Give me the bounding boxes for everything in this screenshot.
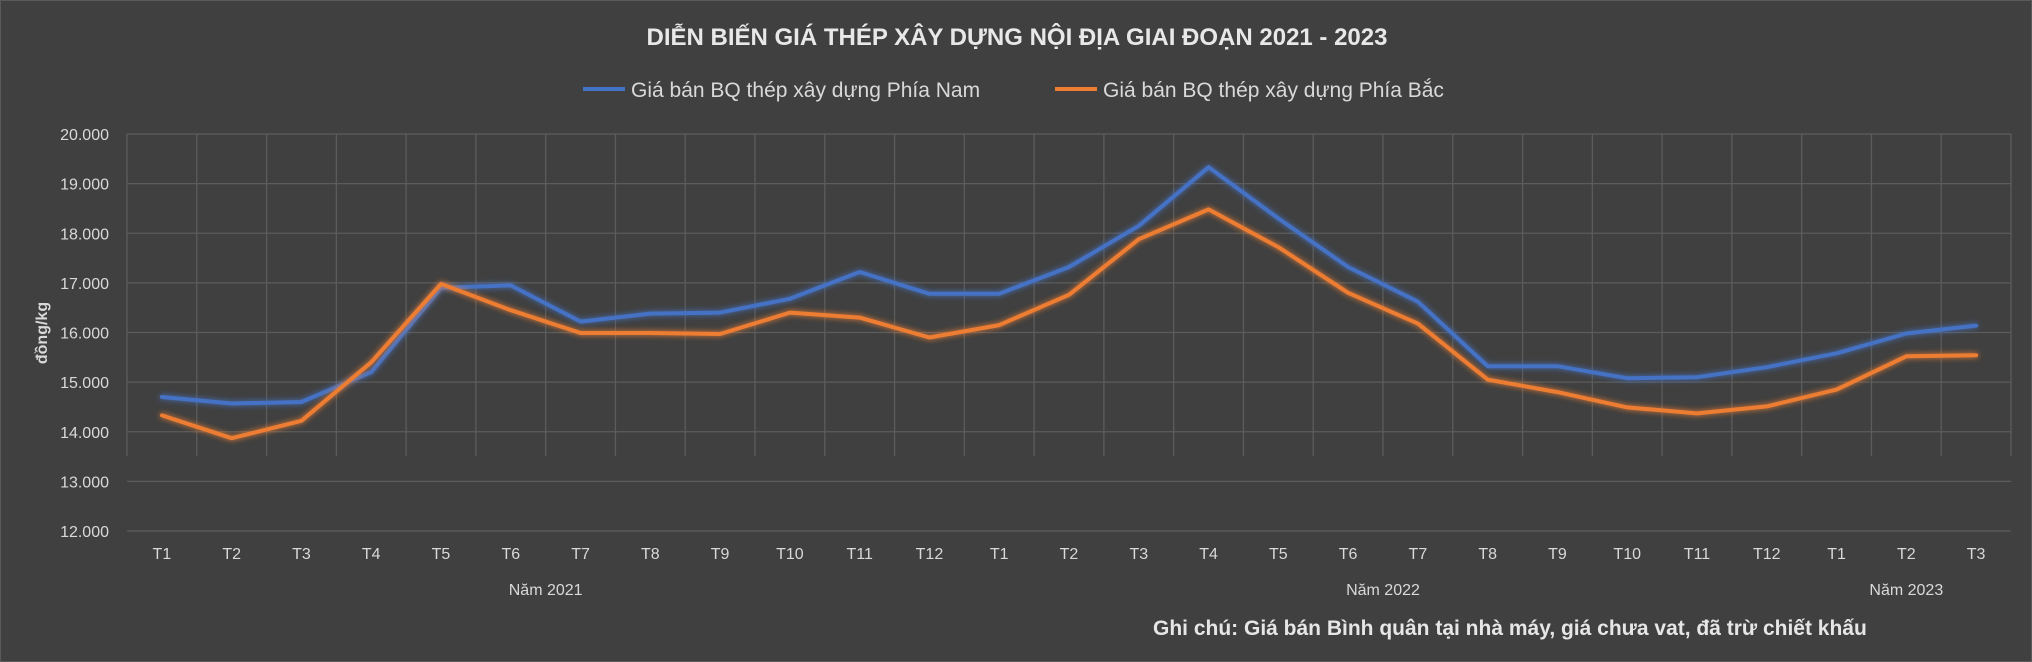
x-tick-label: T10 bbox=[1613, 546, 1641, 563]
y-tick-label: 14.000 bbox=[60, 425, 109, 442]
gridlines bbox=[126, 133, 2012, 532]
y-axis-label: đồng/kg bbox=[34, 302, 51, 364]
y-tick-label: 19.000 bbox=[60, 177, 109, 194]
x-tick-label: T2 bbox=[1060, 546, 1079, 563]
y-tick-label: 18.000 bbox=[60, 226, 109, 243]
x-tick-label: T4 bbox=[1199, 546, 1218, 563]
x-tick-label: T1 bbox=[990, 546, 1009, 563]
x-tick-label: T7 bbox=[571, 546, 590, 563]
x-tick-label: T2 bbox=[1897, 546, 1916, 563]
x-tick-label: T11 bbox=[1684, 546, 1710, 563]
x-tick-label: T6 bbox=[501, 546, 520, 563]
y-axis-ticks: 20.000 19.000 18.000 17.000 16.000 15.000 14.0… bbox=[60, 127, 109, 541]
legend: Giá bán BQ thép xây dựng Phía Nam Giá bá… bbox=[583, 79, 1444, 102]
x-tick-label: T9 bbox=[1548, 546, 1567, 563]
y-tick-label: 16.000 bbox=[60, 326, 109, 343]
year-group-label: Năm 2023 bbox=[1869, 582, 1943, 599]
x-tick-label: T1 bbox=[153, 546, 172, 563]
year-group-label: Năm 2022 bbox=[1346, 582, 1420, 599]
legend-label-north: Giá bán BQ thép xây dựng Phía Bắc bbox=[1103, 79, 1444, 102]
y-tick-label: 17.000 bbox=[60, 276, 109, 293]
chart-title: DIỄN BIẾN GIÁ THÉP XÂY DỰNG NỘI ĐỊA GIAI… bbox=[647, 22, 1388, 51]
legend-label-south: Giá bán BQ thép xây dựng Phía Nam bbox=[631, 79, 980, 102]
x-axis-year-groups: Năm 2021 Năm 2022 Năm 2023 bbox=[509, 582, 1944, 599]
x-tick-label: T2 bbox=[222, 546, 241, 563]
x-tick-label: T12 bbox=[1753, 546, 1781, 563]
y-tick-label: 12.000 bbox=[60, 524, 109, 541]
year-group-label: Năm 2021 bbox=[509, 582, 583, 599]
x-tick-label: T5 bbox=[1269, 546, 1288, 563]
x-tick-label: T3 bbox=[1967, 546, 1986, 563]
series-line-north bbox=[159, 207, 1979, 441]
x-tick-label: T3 bbox=[1129, 546, 1148, 563]
x-tick-label: T5 bbox=[432, 546, 451, 563]
x-tick-label: T3 bbox=[292, 546, 311, 563]
x-axis-ticks: T1 T2 T3 T4 T5 T6 T7 T8 T9 T10 T11 T12 T1 T2 T3 T4 T5 T6 T… bbox=[153, 546, 1986, 563]
x-tick-label: T4 bbox=[362, 546, 381, 563]
chart-note: Ghi chú: Giá bán Bình quân tại nhà máy, … bbox=[1153, 617, 1867, 640]
y-tick-label: 13.000 bbox=[60, 474, 109, 491]
series-line-south bbox=[159, 165, 1979, 406]
x-tick-label: T11 bbox=[846, 546, 872, 563]
x-tick-label: T6 bbox=[1339, 546, 1358, 563]
y-tick-label: 15.000 bbox=[60, 375, 109, 392]
x-tick-label: T9 bbox=[711, 546, 730, 563]
x-tick-label: T8 bbox=[1478, 546, 1497, 563]
series-lines bbox=[159, 165, 1979, 441]
y-tick-label: 20.000 bbox=[60, 127, 109, 144]
x-tick-label: T10 bbox=[776, 546, 804, 563]
x-tick-label: T8 bbox=[641, 546, 660, 563]
x-tick-label: T1 bbox=[1827, 546, 1846, 563]
x-tick-label: T7 bbox=[1409, 546, 1428, 563]
x-tick-label: T12 bbox=[916, 546, 944, 563]
